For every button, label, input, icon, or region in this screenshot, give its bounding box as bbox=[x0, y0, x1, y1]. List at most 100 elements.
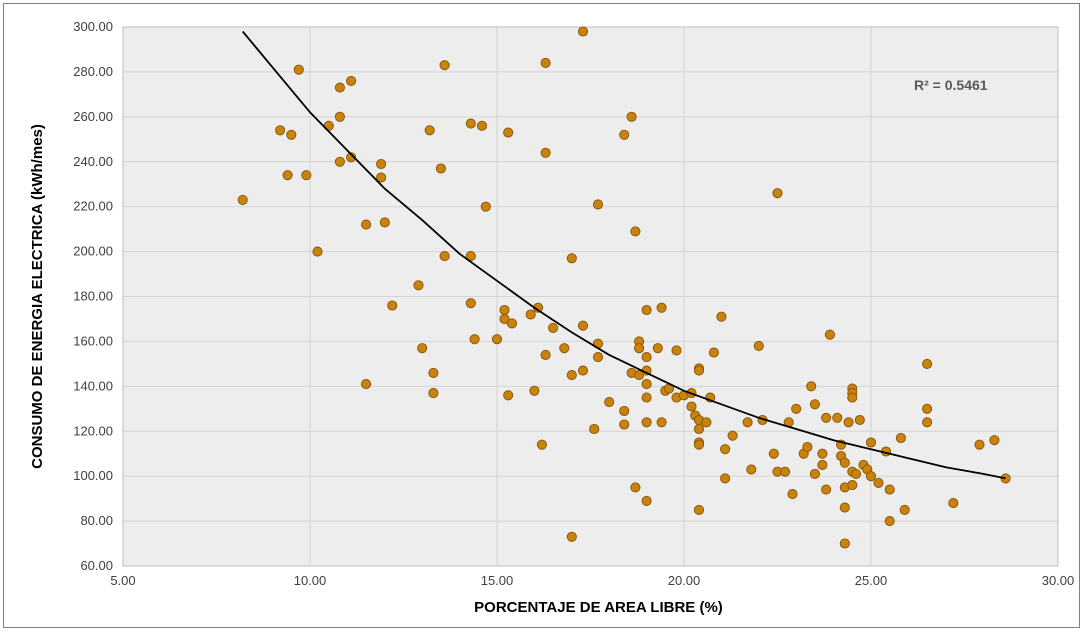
data-point bbox=[435, 163, 446, 174]
y-tick-label: 160.00 bbox=[73, 333, 113, 348]
data-point bbox=[768, 448, 779, 459]
data-point bbox=[630, 226, 641, 237]
data-point bbox=[693, 365, 705, 376]
data-point bbox=[619, 405, 630, 417]
data-point bbox=[989, 435, 1000, 446]
data-point bbox=[809, 399, 820, 410]
data-point bbox=[708, 347, 719, 358]
data-point bbox=[817, 459, 828, 470]
trendline bbox=[242, 30, 1006, 480]
data-point bbox=[656, 417, 667, 428]
data-point bbox=[286, 129, 297, 140]
data-point bbox=[948, 498, 959, 509]
data-point bbox=[626, 111, 637, 122]
data-point bbox=[566, 370, 577, 381]
data-point bbox=[656, 302, 667, 313]
data-point bbox=[379, 217, 390, 228]
data-point bbox=[361, 379, 372, 390]
data-point bbox=[693, 504, 705, 515]
data-point bbox=[899, 504, 910, 515]
data-point bbox=[884, 516, 895, 527]
data-point bbox=[346, 75, 357, 86]
data-point bbox=[428, 388, 439, 399]
data-point bbox=[346, 152, 357, 163]
data-point bbox=[847, 392, 858, 403]
data-point bbox=[503, 390, 514, 401]
data-point bbox=[592, 352, 604, 363]
x-tick-label: 10.00 bbox=[294, 573, 327, 588]
data-point bbox=[465, 298, 476, 309]
data-point bbox=[592, 199, 604, 210]
data-point bbox=[922, 358, 933, 369]
y-tick-label: 240.00 bbox=[73, 154, 113, 169]
data-point bbox=[480, 201, 491, 212]
data-point bbox=[525, 309, 536, 320]
data-point bbox=[499, 313, 510, 325]
data-point bbox=[701, 417, 712, 428]
data-point bbox=[850, 468, 862, 479]
data-point bbox=[641, 379, 652, 390]
data-point bbox=[873, 477, 884, 488]
data-point bbox=[540, 349, 551, 360]
data-point bbox=[787, 489, 798, 500]
y-tick-label: 60.00 bbox=[80, 558, 113, 573]
y-tick-label: 180.00 bbox=[73, 289, 113, 304]
y-tick-label: 300.00 bbox=[73, 19, 113, 34]
data-point bbox=[237, 194, 248, 205]
data-point bbox=[439, 251, 450, 262]
y-tick-label: 80.00 bbox=[80, 513, 113, 528]
x-tick-label: 15.00 bbox=[481, 573, 514, 588]
data-point bbox=[577, 26, 589, 37]
data-point bbox=[720, 444, 731, 455]
scatter-chart: 60.00 80.00 100.00 120.00 140.00 160.00 180.00… bbox=[29, 19, 1075, 616]
y-tick-label: 280.00 bbox=[73, 64, 113, 79]
data-point bbox=[559, 343, 570, 354]
data-point bbox=[895, 432, 906, 444]
data-point bbox=[465, 251, 476, 262]
data-point bbox=[641, 304, 652, 316]
data-point bbox=[577, 320, 589, 331]
grid-lines bbox=[122, 26, 1059, 567]
data-point bbox=[974, 439, 985, 450]
data-point bbox=[630, 482, 641, 493]
data-point bbox=[847, 480, 858, 491]
data-point bbox=[503, 127, 514, 138]
x-tick-label: 20.00 bbox=[668, 573, 701, 588]
data-point bbox=[312, 246, 323, 257]
x-tick-label: 30.00 bbox=[1042, 573, 1075, 588]
data-point bbox=[716, 311, 727, 322]
data-point bbox=[671, 345, 682, 356]
data-point bbox=[334, 82, 345, 93]
data-point bbox=[779, 466, 791, 477]
data-point bbox=[540, 57, 551, 68]
data-point bbox=[742, 417, 753, 428]
y-tick-label: 200.00 bbox=[73, 244, 113, 259]
data-point bbox=[506, 318, 518, 329]
data-point bbox=[540, 147, 551, 158]
y-tick-label: 260.00 bbox=[73, 109, 113, 124]
data-point bbox=[772, 188, 783, 199]
data-point bbox=[301, 170, 312, 181]
data-point bbox=[604, 397, 615, 408]
data-point bbox=[282, 170, 293, 181]
data-point bbox=[417, 343, 428, 354]
data-point bbox=[413, 280, 424, 291]
data-point bbox=[806, 381, 817, 392]
data-point bbox=[428, 367, 439, 378]
x-axis-title: PORCENTAJE DE AREA LIBRE (%) bbox=[474, 599, 723, 616]
data-point bbox=[469, 334, 480, 345]
data-point bbox=[387, 300, 398, 311]
data-point bbox=[566, 253, 577, 264]
data-point bbox=[854, 414, 865, 426]
data-point bbox=[634, 370, 645, 381]
data-point bbox=[634, 343, 645, 354]
data-point bbox=[293, 64, 304, 75]
data-point bbox=[334, 156, 345, 167]
data-point bbox=[884, 484, 895, 495]
data-point bbox=[619, 419, 630, 430]
data-point bbox=[839, 457, 850, 468]
plot-area bbox=[122, 26, 1059, 567]
data-point bbox=[922, 417, 933, 428]
y-tick-label: 220.00 bbox=[73, 199, 113, 214]
data-point bbox=[577, 365, 589, 376]
